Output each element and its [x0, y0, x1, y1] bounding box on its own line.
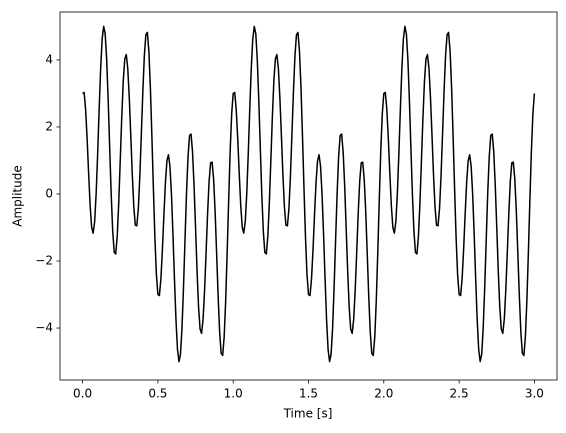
x-tick-label: 0.5: [148, 387, 167, 401]
x-tick-label: 3.0: [525, 387, 544, 401]
y-tick-label: 4: [45, 52, 53, 66]
x-tick-label: 0.0: [73, 387, 92, 401]
y-tick-label: −4: [35, 321, 53, 335]
x-tick-label: 2.0: [374, 387, 393, 401]
x-tick-label: 1.5: [299, 387, 318, 401]
y-tick-label: 0: [45, 186, 53, 200]
plot-frame: [59, 11, 558, 381]
x-axis-label: Time [s]: [283, 407, 333, 421]
signal-line: [82, 25, 536, 363]
x-tick-label: 2.5: [450, 387, 469, 401]
y-axis-label: Amplitude: [11, 165, 25, 227]
x-tick-label: 1.0: [224, 387, 243, 401]
y-tick-label: −2: [35, 254, 53, 268]
y-tick-label: 2: [45, 119, 53, 133]
